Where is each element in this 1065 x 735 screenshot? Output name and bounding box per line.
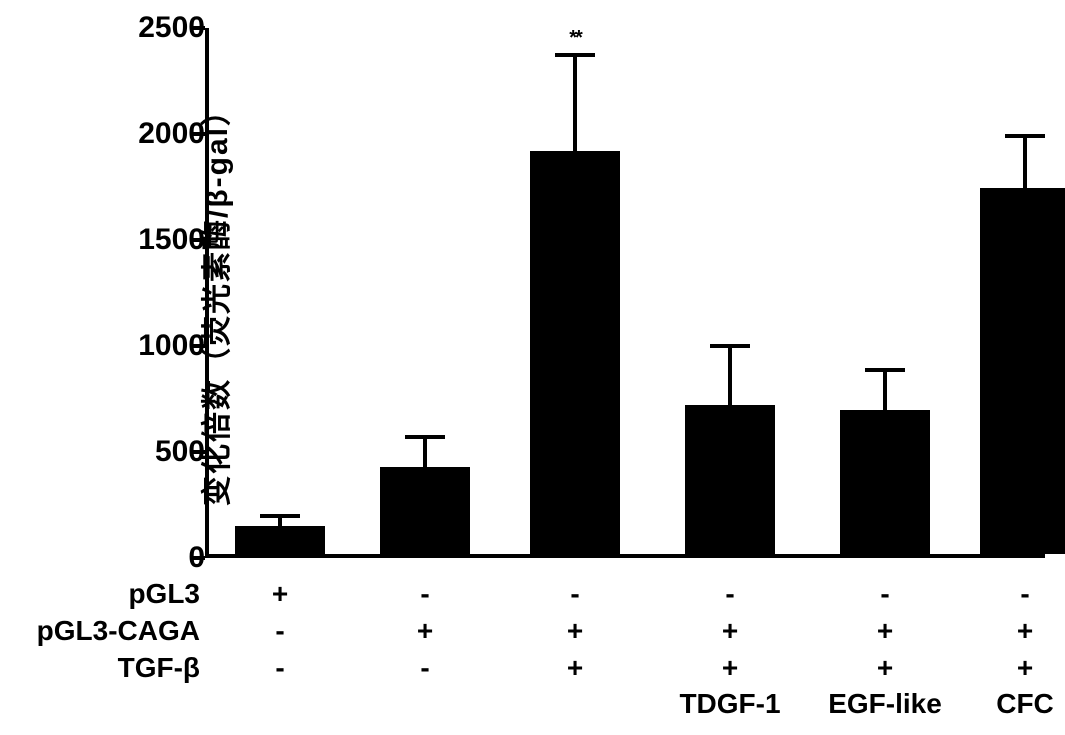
table-cell: +	[272, 578, 288, 610]
bar	[685, 405, 775, 554]
y-tick-label: 2500	[125, 11, 205, 45]
y-tick-label: 500	[125, 435, 205, 469]
chart-page: 变化倍数（荧光素酶/β-gal） ** 05001000150020002500…	[0, 0, 1065, 735]
bars-container: **	[205, 28, 1045, 558]
error-bar	[1023, 136, 1027, 188]
table-cell: +	[722, 615, 738, 647]
table-cell: -	[880, 578, 889, 610]
row-label: TGF-β	[0, 652, 200, 684]
bar	[380, 467, 470, 554]
table-cell: +	[722, 652, 738, 684]
significance-marker: **	[569, 27, 581, 50]
table-cell: -	[725, 578, 734, 610]
plot-area: **	[205, 28, 1045, 558]
bar	[840, 410, 930, 554]
error-cap	[1005, 134, 1045, 138]
table-cell: -	[420, 578, 429, 610]
column-label: CFC	[996, 688, 1054, 720]
table-cell: -	[1020, 578, 1029, 610]
y-tick-label: 0	[125, 541, 205, 575]
error-bar	[423, 437, 427, 467]
error-cap	[555, 53, 595, 57]
error-cap	[865, 368, 905, 372]
error-cap	[260, 514, 300, 518]
table-cell: -	[420, 652, 429, 684]
table-row: pGL3 + - - - - -	[0, 575, 1060, 612]
table-cell: -	[570, 578, 579, 610]
error-cap	[405, 435, 445, 439]
y-tick-label: 1500	[125, 223, 205, 257]
column-label: EGF-like	[828, 688, 942, 720]
table-cell: +	[1017, 615, 1033, 647]
error-bar	[573, 55, 577, 151]
error-bar	[728, 346, 732, 405]
bar	[980, 188, 1065, 554]
table-cell: +	[1017, 652, 1033, 684]
bar	[530, 151, 620, 554]
table-cell: +	[417, 615, 433, 647]
table-cell: +	[567, 615, 583, 647]
row-label: pGL3	[0, 578, 200, 610]
table-cell: +	[877, 652, 893, 684]
bar	[235, 526, 325, 554]
condition-table: pGL3 + - - - - - pGL3-CAGA - + + + + + TGF-β - - + + + +	[0, 575, 1060, 686]
y-tick-label: 2000	[125, 117, 205, 151]
column-label: TDGF-1	[679, 688, 780, 720]
table-cell: +	[567, 652, 583, 684]
error-bar	[883, 370, 887, 409]
table-cell: +	[877, 615, 893, 647]
table-cell: -	[275, 652, 284, 684]
table-row: TGF-β - - + + + +	[0, 649, 1060, 686]
y-tick-label: 1000	[125, 329, 205, 363]
error-cap	[710, 344, 750, 348]
table-cell: -	[275, 615, 284, 647]
table-row: pGL3-CAGA - + + + + +	[0, 612, 1060, 649]
row-label: pGL3-CAGA	[0, 615, 200, 647]
